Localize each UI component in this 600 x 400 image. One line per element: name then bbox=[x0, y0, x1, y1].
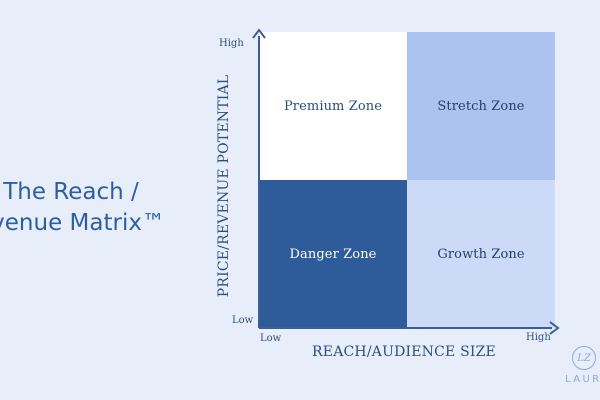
quadrant-label-premium-zone: Premium Zone bbox=[283, 98, 383, 114]
brand-name: LAURA Z bbox=[565, 374, 600, 385]
matrix-title-line-2: evenue Matrix™ bbox=[0, 210, 165, 236]
reach-revenue-matrix: Premium Zone Stretch Zone Danger Zone Gr… bbox=[259, 32, 555, 328]
y-axis-label: PRICE/REVENUE POTENTIAL bbox=[216, 74, 232, 298]
y-axis-low-label: Low bbox=[232, 315, 254, 326]
quadrant-stretch-zone: Stretch Zone bbox=[407, 32, 555, 180]
brand-monogram-icon: LZ bbox=[572, 346, 596, 370]
quadrant-label-stretch-zone: Stretch Zone bbox=[437, 98, 525, 114]
matrix-title: The Reach / evenue Matrix™ bbox=[0, 177, 176, 239]
quadrant-premium-zone: Premium Zone bbox=[259, 32, 407, 180]
x-axis-label: REACH/AUDIENCE SIZE bbox=[312, 344, 496, 360]
quadrant-growth-zone: Growth Zone bbox=[407, 180, 555, 328]
quadrant-label-growth-zone: Growth Zone bbox=[437, 246, 525, 262]
brand-logo: LZ LAURA Z bbox=[565, 343, 600, 399]
x-axis-low-label: Low bbox=[260, 333, 282, 344]
x-axis-high-label: High bbox=[526, 332, 551, 343]
matrix-title-line-1: The Reach / bbox=[3, 179, 139, 205]
quadrant-danger-zone: Danger Zone bbox=[259, 180, 407, 328]
quadrant-label-danger-zone: Danger Zone bbox=[289, 246, 377, 262]
y-axis-high-label: High bbox=[219, 38, 244, 49]
